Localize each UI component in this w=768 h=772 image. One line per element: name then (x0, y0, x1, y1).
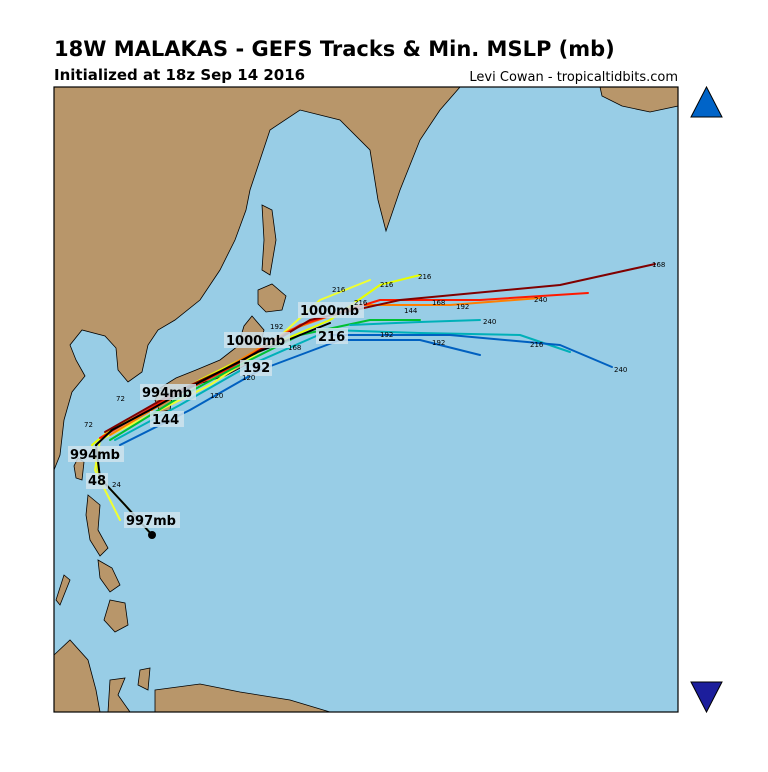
mindanao (103, 599, 129, 633)
hour-label: 216 (318, 330, 345, 345)
hour-label: 240 (534, 296, 547, 304)
visayas (97, 559, 121, 593)
hour-label: 48 (88, 474, 106, 489)
track-labels: 997mb 48 994mb 144 994mb 192 1000mb 216 … (68, 261, 665, 529)
hour-label: 216 (332, 286, 346, 294)
title: 18W MALAKAS - GEFS Tracks & Min. MSLP (m… (54, 37, 615, 61)
initial-position (148, 531, 156, 539)
pressure-label: 997mb (126, 514, 176, 529)
hour-label: 144 (404, 307, 418, 315)
palawan (55, 574, 71, 606)
hour-label: 216 (354, 299, 368, 307)
track (349, 319, 481, 326)
hour-label: 216 (530, 341, 544, 349)
colorbar-under (690, 681, 723, 714)
hour-label: 192 (456, 303, 469, 311)
pressure-label: 994mb (142, 386, 192, 401)
pressure-label: 1000mb (226, 334, 285, 349)
hour-label: 192 (270, 323, 283, 331)
pressure-label: 994mb (70, 448, 120, 463)
hour-label: 192 (432, 339, 445, 347)
sulawesi (107, 677, 131, 713)
hour-label: 24 (112, 481, 121, 489)
hour-label: 72 (116, 395, 125, 403)
map: 997mb 48 994mb 144 994mb 192 1000mb 216 … (53, 86, 679, 713)
hour-label: 240 (483, 318, 496, 326)
hour-label: 216 (380, 281, 394, 289)
pressure-label: 1000mb (300, 304, 359, 319)
subtitle: Initialized at 18z Sep 14 2016 (54, 66, 305, 84)
hour-label: 240 (614, 366, 627, 374)
track (109, 319, 421, 441)
track (329, 334, 613, 368)
hour-label: 120 (210, 392, 223, 400)
hour-label: 216 (418, 273, 432, 281)
credit: Levi Cowan - tropicaltidbits.com (469, 70, 678, 85)
hour-label: 192 (380, 331, 393, 339)
hour-label: 120 (242, 374, 255, 382)
ensemble-mean-track (95, 322, 331, 536)
hour-label: 144 (152, 413, 179, 428)
luzon (85, 494, 109, 557)
hour-label: 192 (243, 361, 270, 376)
map-frame (53, 86, 679, 713)
colorbar-over (690, 85, 723, 118)
hokkaido (257, 283, 287, 313)
colorbar (690, 85, 723, 714)
hour-label: 168 (652, 261, 665, 269)
hour-label: 168 (432, 299, 445, 307)
asia (53, 86, 461, 471)
sakhalin (261, 204, 277, 276)
hour-label: 168 (288, 344, 301, 352)
halmahera (137, 667, 151, 691)
hour-label: 72 (84, 421, 93, 429)
